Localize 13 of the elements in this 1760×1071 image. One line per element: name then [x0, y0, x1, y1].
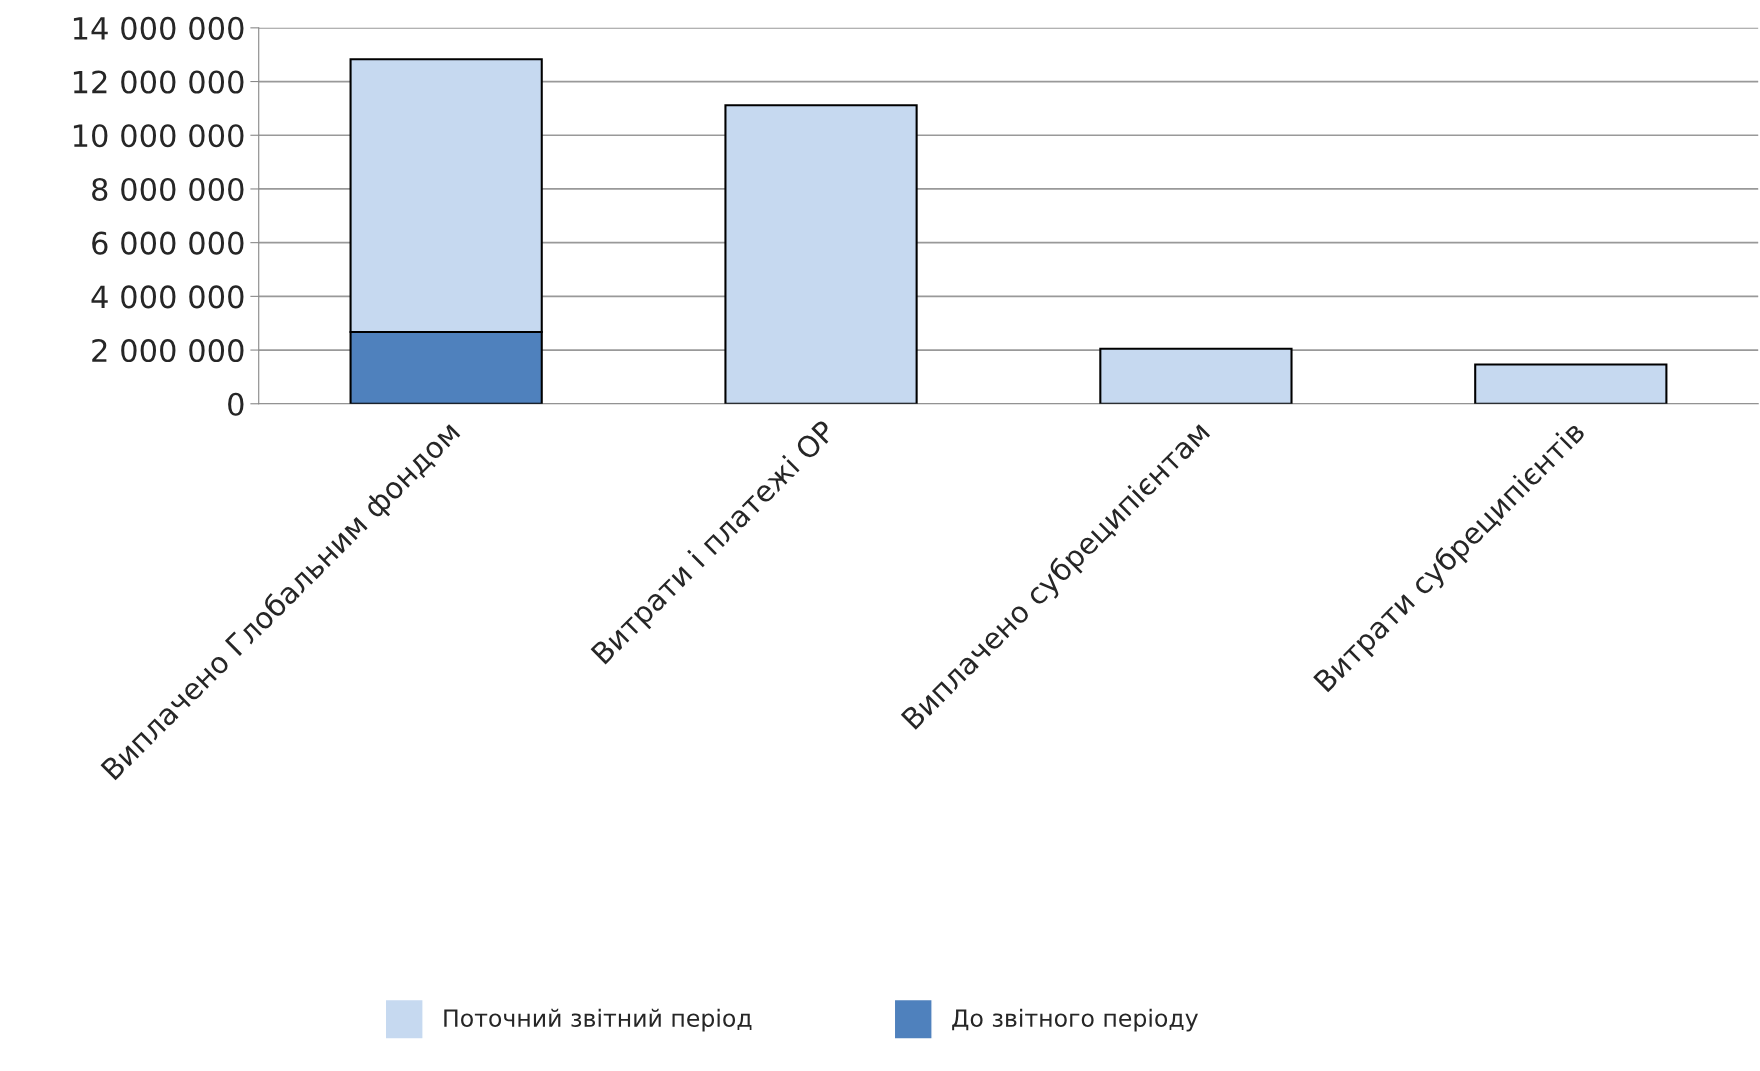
y-tick-label: 14 000 000 — [73, 16, 244, 40]
y-tick-label: 8 000 000 — [92, 177, 244, 201]
y-tick-label: 4 000 000 — [91, 285, 244, 309]
y-tick-label: 2 000 000 — [92, 338, 244, 363]
y-tick-label: 12 000 000 — [73, 70, 244, 94]
y-tick-label: 6 000 000 — [92, 231, 244, 255]
bar — [724, 104, 918, 404]
legend-label: До звітного періоду — [952, 1008, 1198, 1032]
bar — [1099, 347, 1293, 404]
y-tick-label: 0 — [228, 392, 244, 416]
legend-label: Поточний звітний період — [444, 1008, 752, 1032]
y-tick-label: 10 000 000 — [73, 124, 244, 148]
bar — [1474, 363, 1668, 404]
